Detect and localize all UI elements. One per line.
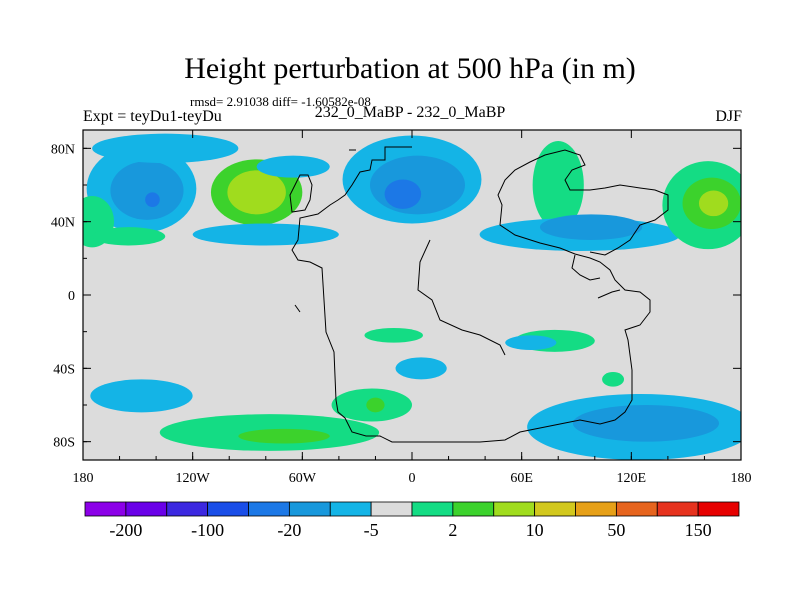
axes-layer: 180 120W 60W 0 60E 120E 180 80N 40N 0 40S 80S xyxy=(51,130,752,486)
colorbar-swatch xyxy=(411,501,454,517)
colorbar-swatch xyxy=(166,501,209,517)
contour-region-antarctic-green-w-core xyxy=(238,428,330,444)
contour-region-us-cyan-band xyxy=(192,223,339,246)
colorbar-label: -5 xyxy=(364,520,379,540)
colorbar-swatch xyxy=(452,501,495,517)
y-tick-label: 40N xyxy=(51,216,75,231)
case-label: 232_0_MaBP - 232_0_MaBP xyxy=(314,104,506,121)
coastline-greenland xyxy=(289,174,313,213)
x-tick-label: 120E xyxy=(617,471,647,486)
y-tick-label: 80N xyxy=(51,142,75,157)
coastline-africa-eurasia xyxy=(291,146,669,443)
contour-region-satl-cyan xyxy=(395,357,447,380)
x-tick-label: 60E xyxy=(510,471,533,486)
colorbar-swatch xyxy=(370,501,413,517)
x-tick-label: 180 xyxy=(731,471,752,486)
y-tick-label: 0 xyxy=(68,289,75,304)
colorbar-swatch xyxy=(288,501,331,517)
contour-region-canada-yellowgreen xyxy=(227,170,286,215)
contour-region-antarctic-blue-e xyxy=(572,405,720,442)
contour-region-aus-green xyxy=(602,372,625,387)
contour-region-sio-cyan xyxy=(505,335,557,350)
contour-region-siberia-green xyxy=(532,141,584,229)
colorbar-label: 10 xyxy=(526,520,544,540)
contour-region-europe-core xyxy=(384,179,422,209)
contour-region-nw-pacific-core xyxy=(145,192,160,208)
contour-region-spac-cyan xyxy=(90,379,193,413)
contour-region-sat-green xyxy=(364,328,423,343)
contour-fill-layer xyxy=(83,133,741,460)
contour-region-pacific-green-band xyxy=(92,227,166,246)
coastline-islands xyxy=(294,149,356,313)
colorbar-label: -200 xyxy=(109,520,142,540)
contour-region-nw-pacific-mid xyxy=(110,161,184,220)
colorbar-label: 50 xyxy=(607,520,625,540)
y-tick-label: 40S xyxy=(53,362,75,377)
colorbar-swatch xyxy=(493,501,536,517)
x-tick-label: 120W xyxy=(176,471,211,486)
y-tick-label: 80S xyxy=(53,436,75,451)
rmsd-stats: rmsd= 2.91038 diff= -1.60582e-08 xyxy=(190,94,371,109)
colorbar-label: -100 xyxy=(191,520,224,540)
coastline-interior xyxy=(417,239,506,356)
contour-region-asia-mid xyxy=(539,214,643,241)
colorbar-label: -20 xyxy=(277,520,301,540)
colorbar-label: 150 xyxy=(685,520,712,540)
colorbar-swatch xyxy=(125,501,168,517)
colorbar-swatch xyxy=(656,501,699,517)
colorbar-swatch xyxy=(575,501,617,517)
season-label: DJF xyxy=(715,108,742,125)
coastline-layer xyxy=(289,146,669,443)
contour-region-greenland-cyan xyxy=(256,155,330,178)
colorbar-swatch xyxy=(329,501,372,517)
contour-region-npacific-core xyxy=(698,190,729,217)
colorbar-swatch xyxy=(697,501,740,517)
colorbar-swatch xyxy=(615,501,658,517)
chart-title: Height perturbation at 500 hPa (in m) xyxy=(184,52,636,85)
colorbar-label: 2 xyxy=(448,520,457,540)
colorbar: -200 -100 -20 -5 2 10 50 150 xyxy=(84,501,740,540)
experiment-label: Expt = teyDu1-teyDu xyxy=(83,108,222,125)
x-tick-label: 180 xyxy=(73,471,94,486)
coastline-asia-east xyxy=(571,254,621,299)
contour-region-arctic-cyan-w xyxy=(92,133,239,163)
contour-region-soc-core xyxy=(366,397,385,413)
colorbar-swatch xyxy=(84,501,127,517)
contour-region-europe-mid xyxy=(369,155,466,215)
x-tick-label: 60W xyxy=(289,471,317,486)
colorbar-swatch xyxy=(248,501,290,517)
colorbar-swatch xyxy=(207,501,249,517)
x-tick-label: 0 xyxy=(409,471,416,486)
colorbar-swatch xyxy=(534,501,576,517)
